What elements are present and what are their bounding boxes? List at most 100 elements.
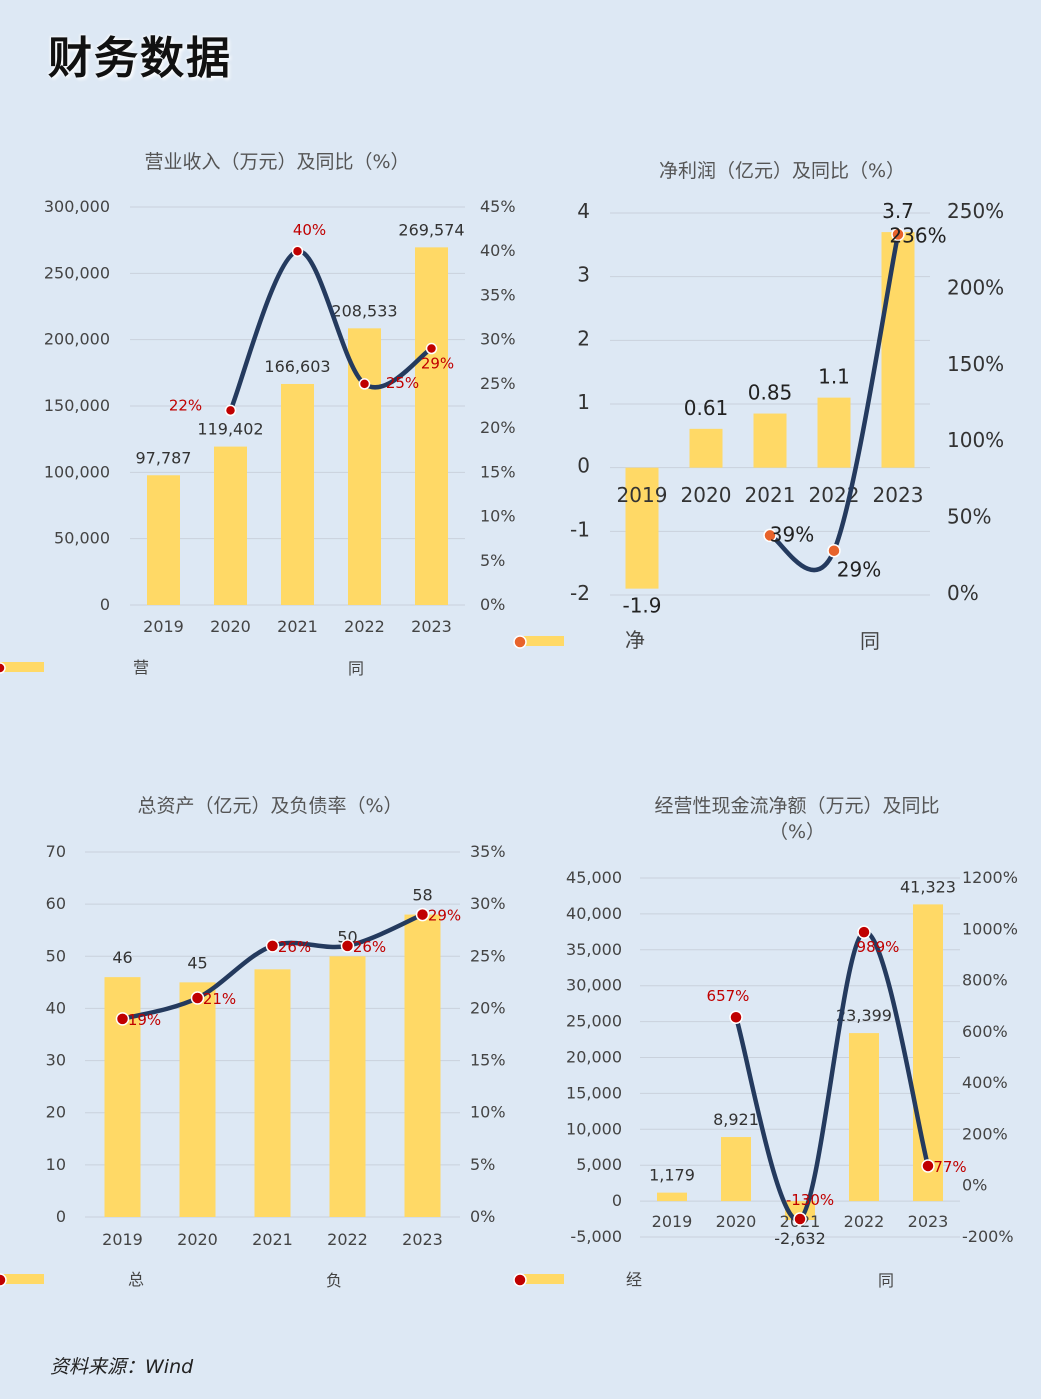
page-title: 财务数据 [48, 33, 232, 84]
line-marker-2022 [340, 939, 355, 953]
y-left-tick-label: 2 [577, 326, 590, 350]
y-left-tick-label: 40 [46, 998, 66, 1017]
cashflow-chart: 经营性现金流净额（万元）及同比 （%） -5,000 0 5,000 10,000 15,0… [513, 795, 1041, 1290]
bar-data-label: -1.9 [622, 594, 661, 618]
y-left-tick-label: 10 [46, 1155, 66, 1174]
y-left-tick-label: 0 [577, 454, 590, 478]
line-data-label: 25% [386, 374, 419, 392]
legend-line-label: 同比 [860, 629, 1041, 653]
bar-2020 [721, 1137, 751, 1202]
legend-bar-swatch [520, 636, 564, 646]
x-tick-label: 2021 [277, 617, 318, 636]
y-left-tick-label: 0 [100, 595, 110, 614]
bar-data-label: 208,533 [331, 301, 397, 320]
bar-data-label: 58 [412, 886, 432, 905]
bar-data-label: 119,402 [197, 420, 263, 439]
bar-data-label: 0.85 [748, 381, 793, 405]
bar-data-label: 3.7 [882, 199, 914, 223]
y-right-tick-label: 20% [480, 418, 516, 437]
legend-line-marker [513, 635, 527, 649]
line-marker-2022 [358, 378, 371, 390]
line-marker-2020 [190, 991, 205, 1005]
y-left-tick-label: 1 [577, 390, 590, 414]
chart-title: 营业收入（万元）及同比（%） [144, 151, 409, 173]
bar-2022 [329, 956, 366, 1217]
bar-2023 [404, 914, 441, 1217]
bar-data-label: 46 [112, 948, 132, 967]
line-marker-2021 [763, 528, 777, 543]
x-tick-label: 2019 [652, 1212, 693, 1231]
x-tick-label: 2021 [252, 1230, 293, 1249]
y-right-tick-label: 10% [470, 1103, 506, 1122]
line-series-同比 [733, 929, 931, 1222]
bar-2020 [214, 446, 247, 605]
y-right-tick-label: 25% [470, 946, 506, 965]
x-tick-label: 2020 [177, 1230, 218, 1249]
bar-data-label: 1,179 [649, 1166, 695, 1185]
y-right-tick-label: 15% [480, 462, 516, 481]
line-data-label: 29% [421, 355, 454, 373]
y-left-tick-label: 30 [46, 1051, 66, 1070]
bar-data-label: 97,787 [136, 448, 192, 467]
line-marker-2023 [415, 907, 430, 922]
y-left-tick-label: 100,000 [44, 462, 110, 481]
x-tick-label: 2019 [617, 483, 668, 507]
y-right-tick-label: 25% [480, 374, 516, 393]
y-right-tick-label: 200% [962, 1124, 1008, 1143]
line-series-同比 [228, 248, 434, 413]
x-tick-label: 2022 [344, 617, 385, 636]
line-data-label: 29% [837, 558, 881, 582]
y-right-tick-label: 1000% [962, 919, 1018, 938]
line-data-label: 657% [707, 987, 750, 1005]
chart-title: 总资产（亿元）及负债率（%） [137, 795, 402, 817]
y-right-tick-label: 0% [962, 1176, 987, 1195]
y-right-tick-label: 45% [480, 197, 516, 216]
y-left-tick-label: 150,000 [44, 396, 110, 415]
line-data-label: 29% [428, 907, 461, 925]
line-marker-2022 [827, 543, 841, 558]
y-right-tick-label: 50% [947, 505, 991, 529]
line-data-label: 40% [293, 221, 326, 239]
y-left-tick-label: 40,000 [566, 904, 622, 923]
y-left-tick-label: 70 [46, 842, 66, 861]
y-left-tick-label: 0 [56, 1207, 66, 1226]
x-tick-label: 2019 [102, 1230, 143, 1249]
bar-2021 [281, 383, 314, 605]
legend-bar-swatch [0, 1274, 44, 1284]
x-tick-label: 2020 [681, 483, 732, 507]
bar-data-label: 166,603 [264, 357, 330, 376]
line-data-label: 26% [353, 938, 386, 956]
legend-bar-swatch [520, 1274, 564, 1284]
y-left-tick-label: 300,000 [44, 197, 110, 216]
y-right-tick-label: 0% [947, 581, 979, 605]
y-right-tick-label: 200% [947, 275, 1004, 299]
bar-2023 [881, 232, 915, 468]
legend-line-marker [513, 1273, 527, 1287]
legend-line-marker [0, 1273, 7, 1287]
line-data-label: 26% [278, 938, 311, 956]
bar-2019 [147, 475, 180, 605]
bar-data-label: 23,399 [836, 1006, 892, 1025]
legend-line-label: 同比 [878, 1271, 1041, 1290]
x-tick-label: 2020 [210, 617, 251, 636]
line-data-label: 21% [203, 990, 236, 1008]
y-left-tick-label: 45,000 [566, 868, 622, 887]
line-data-label: 22% [169, 396, 202, 414]
chart-title: 经营性现金流净额（万元）及同比 [654, 795, 939, 817]
y-left-tick-label: 5,000 [576, 1155, 622, 1174]
legend-bar-label: 经营性现金流（亿元） [626, 1270, 1041, 1289]
line-data-label: 19% [128, 1011, 161, 1029]
chart-title: 净利润（亿元）及同比（%） [659, 160, 905, 182]
y-right-tick-label: 600% [962, 1022, 1008, 1041]
y-left-tick-label: 20 [46, 1103, 66, 1122]
bar-data-label: 8,921 [713, 1110, 759, 1129]
y-right-tick-label: 30% [470, 894, 506, 913]
line-marker-2020 [729, 1010, 743, 1024]
line-marker-2021 [291, 245, 304, 257]
y-right-tick-label: 400% [962, 1073, 1008, 1092]
y-left-tick-label: 20,000 [566, 1048, 622, 1067]
x-tick-label: 2023 [873, 483, 924, 507]
y-left-tick-label: 200,000 [44, 330, 110, 349]
line-marker-2021 [265, 939, 280, 953]
y-left-tick-label: 30,000 [566, 976, 622, 995]
